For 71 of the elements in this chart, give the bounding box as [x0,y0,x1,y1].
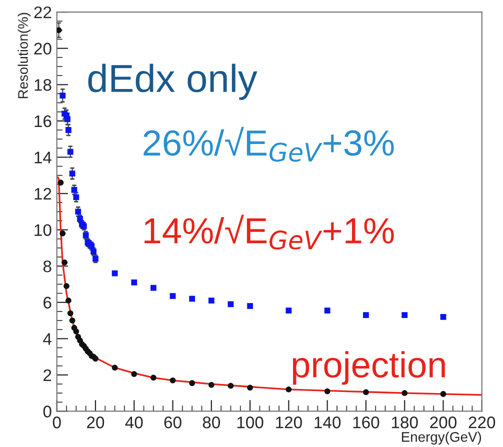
point [131,371,138,377]
annotation: dEdx only [88,64,258,100]
x-tick-label: 0 [52,416,61,428]
annotation: projection [292,351,445,385]
point [440,314,446,320]
point [247,384,253,391]
y-tick-label: 12 [34,188,52,200]
point [73,328,80,334]
x-tick-label: 160 [353,416,380,428]
point [75,208,82,215]
point [402,312,408,318]
y-tick-label: 0 [43,406,52,418]
x-tick-label: 140 [314,416,341,428]
x-tick-label: 60 [164,416,182,428]
x-tick-label: 100 [237,416,264,428]
y-tick-label: 16 [34,115,52,128]
point [228,301,234,308]
point [150,374,156,381]
point [324,388,330,394]
point [286,308,292,314]
point [65,298,72,304]
point [170,293,176,299]
point [62,260,68,266]
point [170,377,176,384]
point [64,283,70,289]
point [324,308,330,314]
y-tick-label: 6 [44,296,52,309]
line-series [56,176,482,396]
x-tick-label: 220 [468,416,496,428]
x-tick-label: 20 [87,416,104,428]
x-tick-label: 200 [430,416,456,428]
point [65,127,72,133]
x-tick-label: 120 [276,416,302,428]
y-tick-label: 10 [34,224,52,236]
point [69,170,76,176]
point [247,303,253,309]
point [56,27,62,34]
point [402,390,408,396]
y-axis-title: Resolution(%) [18,12,31,98]
point [208,382,214,388]
point [208,298,214,304]
point [60,230,66,236]
x-tick-label: 180 [392,416,418,428]
point [60,92,66,98]
point [112,270,118,276]
x-tick-label: 40 [125,416,143,428]
y-tick-label: 18 [34,79,52,91]
point [189,380,196,386]
point [150,284,156,291]
point [228,382,234,389]
y-tick-label: 4 [43,333,52,345]
point [440,391,446,397]
annotation: 26%/√E$_{GeV}$+3% [144,126,394,162]
x-axis-title: Energy(GeV) [402,432,482,445]
annotation: 14%/√E$_{GeV}$+1% [144,214,394,250]
point [67,310,74,316]
point [69,318,76,324]
y-tick-label: 8 [43,260,52,272]
point [112,364,118,371]
y-tick-label: 20 [34,42,52,55]
point [131,279,138,286]
point [67,148,74,155]
point [58,180,64,186]
x-tick-label: 80 [202,416,220,428]
point [189,296,196,302]
point [363,312,369,318]
y-tick-label: 14 [34,152,52,164]
point [363,389,369,396]
point [286,386,292,392]
y-tick-label: 2 [44,369,52,381]
y-tick-label: 22 [34,6,52,18]
